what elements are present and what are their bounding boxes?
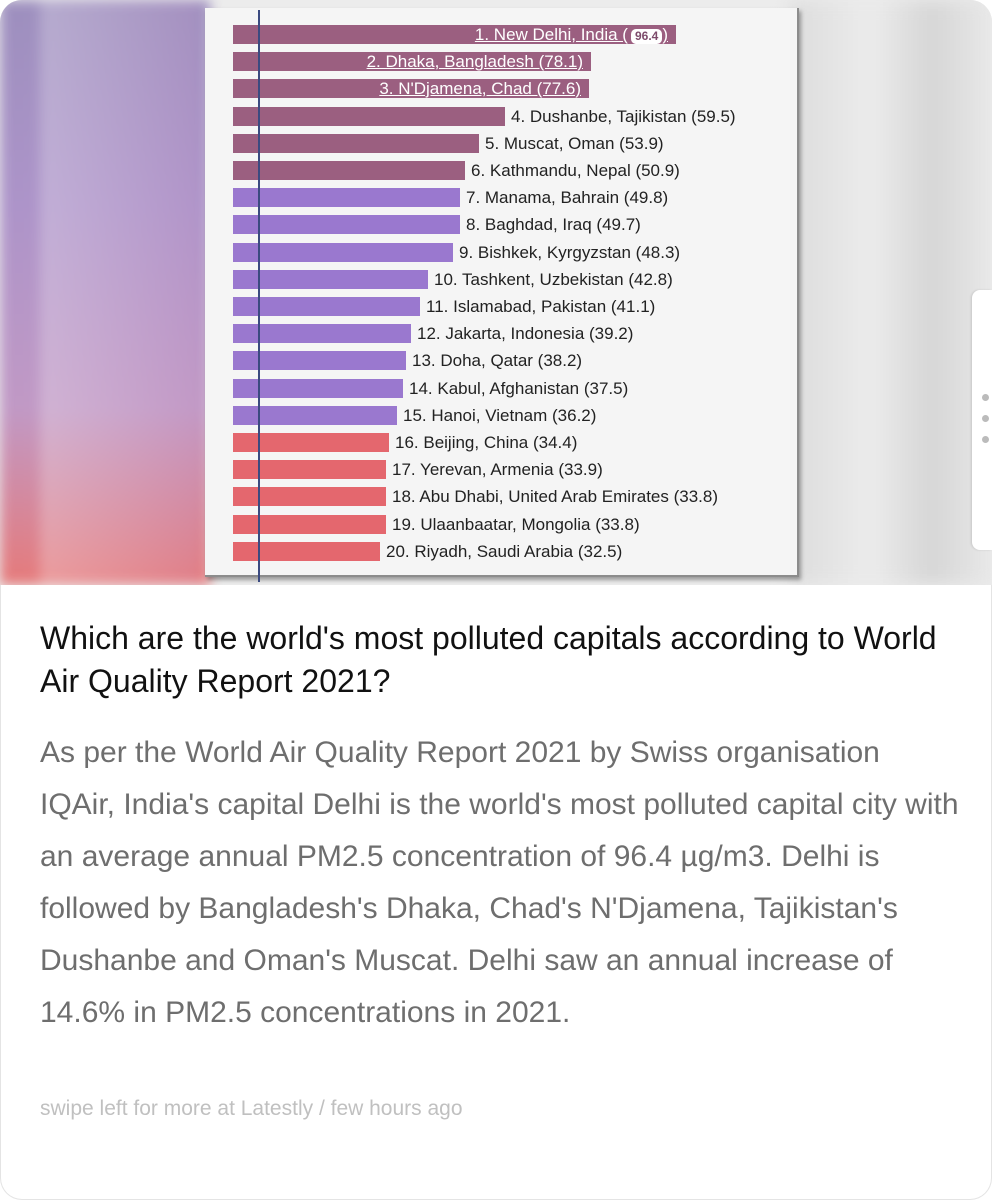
chart-bar-label: 16. Beijing, China (34.4) bbox=[395, 433, 578, 452]
chart-row: 18. Abu Dhabi, United Arab Emirates (33.… bbox=[0, 487, 992, 508]
chart-bar bbox=[233, 25, 676, 44]
chart-bar bbox=[233, 460, 386, 479]
article-headline[interactable]: Which are the world's most polluted capi… bbox=[40, 620, 937, 699]
chart-bar-label: 19. Ulaanbaatar, Mongolia (33.8) bbox=[392, 515, 640, 534]
chart-row: 7. Manama, Bahrain (49.8) bbox=[0, 188, 992, 209]
chart-bar-label: 9. Bishkek, Kyrgyzstan (48.3) bbox=[459, 243, 681, 262]
chart-bar-label: 4. Dushanbe, Tajikistan (59.5) bbox=[511, 107, 736, 126]
chart-bar-label: 18. Abu Dhabi, United Arab Emirates (33.… bbox=[392, 487, 719, 506]
chart-row: 12. Jakarta, Indonesia (39.2) bbox=[0, 324, 992, 345]
chart-bar bbox=[233, 297, 420, 316]
chart-bar bbox=[233, 161, 465, 180]
chart-bar bbox=[233, 107, 505, 126]
chart-panel bbox=[205, 8, 799, 577]
hero-blur-left bbox=[0, 0, 210, 585]
hero-image: 1. New Delhi, India (96.4) 2. Dhaka, Bang… bbox=[0, 0, 992, 585]
chart-bar-label: 14. Kabul, Afghanistan (37.5) bbox=[409, 379, 629, 398]
chart-label-tail: ) bbox=[662, 25, 668, 44]
chart-bar-label: 1. New Delhi, India (96.4) bbox=[474, 25, 668, 44]
article-footer[interactable]: swipe left for more at Latestly / few ho… bbox=[40, 1097, 463, 1120]
chart-row: 19. Ulaanbaatar, Mongolia (33.8) bbox=[0, 515, 992, 536]
chart-bar bbox=[233, 515, 386, 534]
chart-row: 11. Islamabad, Pakistan (41.1) bbox=[0, 297, 992, 318]
chart-row: 15. Hanoi, Vietnam (36.2) bbox=[0, 406, 992, 427]
chart-bar bbox=[233, 270, 428, 289]
chart-row: 9. Bishkek, Kyrgyzstan (48.3) bbox=[0, 243, 992, 264]
dot-icon bbox=[981, 415, 989, 422]
chart-bar bbox=[233, 324, 411, 343]
chart-row: 3. N'Djamena, Chad (77.6) bbox=[0, 79, 992, 100]
chart-row: 8. Baghdad, Iraq (49.7) bbox=[0, 215, 992, 236]
chart-bar-label: 6. Kathmandu, Nepal (50.9) bbox=[471, 161, 680, 180]
dot-icon bbox=[981, 436, 989, 443]
chart-bar-label: 10. Tashkent, Uzbekistan (42.8) bbox=[434, 270, 673, 289]
chart-bar-label: 2. Dhaka, Bangladesh (78.1) bbox=[366, 52, 583, 71]
chart-row: 16. Beijing, China (34.4) bbox=[0, 433, 992, 454]
more-options-icon[interactable] bbox=[978, 380, 992, 460]
chart-bar bbox=[233, 406, 397, 425]
chart-bar bbox=[233, 433, 389, 452]
chart-bar-label: 15. Hanoi, Vietnam (36.2) bbox=[403, 406, 597, 425]
chart-row: 5. Muscat, Oman (53.9) bbox=[0, 134, 992, 155]
chart-row: 2. Dhaka, Bangladesh (78.1) bbox=[0, 52, 992, 73]
chart-row: 1. New Delhi, India (96.4) bbox=[0, 25, 992, 46]
dot-icon bbox=[981, 394, 989, 401]
chart-row: 14. Kabul, Afghanistan (37.5) bbox=[0, 379, 992, 400]
chart-bar-label: 11. Islamabad, Pakistan (41.1) bbox=[426, 297, 656, 316]
chart-bar-label: 17. Yerevan, Armenia (33.9) bbox=[392, 460, 603, 479]
hero-blur-right bbox=[790, 0, 992, 585]
chart-bar bbox=[233, 243, 453, 262]
chart-bar bbox=[233, 542, 380, 561]
chart-bar bbox=[233, 487, 386, 506]
chart-bar-label: 5. Muscat, Oman (53.9) bbox=[485, 134, 664, 153]
chart-row: 4. Dushanbe, Tajikistan (59.5) bbox=[0, 107, 992, 128]
chart-bar bbox=[233, 52, 591, 71]
chart-bar bbox=[233, 188, 460, 207]
chart-row: 6. Kathmandu, Nepal (50.9) bbox=[0, 161, 992, 182]
chart-row: 10. Tashkent, Uzbekistan (42.8) bbox=[0, 270, 992, 291]
chart-bar bbox=[233, 134, 479, 153]
chart-row: 13. Doha, Qatar (38.2) bbox=[0, 351, 992, 372]
chart-row: 20. Riyadh, Saudi Arabia (32.5) bbox=[0, 542, 992, 563]
chart-bar-label: 8. Baghdad, Iraq (49.7) bbox=[466, 215, 641, 234]
chart-bar bbox=[233, 351, 406, 370]
chart-bar-label: 7. Manama, Bahrain (49.8) bbox=[466, 188, 669, 207]
chart-bar-label: 12. Jakarta, Indonesia (39.2) bbox=[417, 324, 634, 343]
chart-bar bbox=[233, 79, 589, 98]
chart-bar-label: 13. Doha, Qatar (38.2) bbox=[412, 351, 583, 370]
chart-bar-label: 20. Riyadh, Saudi Arabia (32.5) bbox=[386, 542, 623, 561]
chart-bar bbox=[233, 379, 403, 398]
article-body: As per the World Air Quality Report 2021… bbox=[40, 736, 959, 1029]
chart-bar bbox=[233, 215, 460, 234]
chart-value-badge: 96.4 bbox=[630, 29, 663, 44]
chart-axis-line bbox=[258, 10, 260, 582]
chart-bar-label: 3. N'Djamena, Chad (77.6) bbox=[379, 79, 581, 98]
chart-row: 17. Yerevan, Armenia (33.9) bbox=[0, 460, 992, 481]
